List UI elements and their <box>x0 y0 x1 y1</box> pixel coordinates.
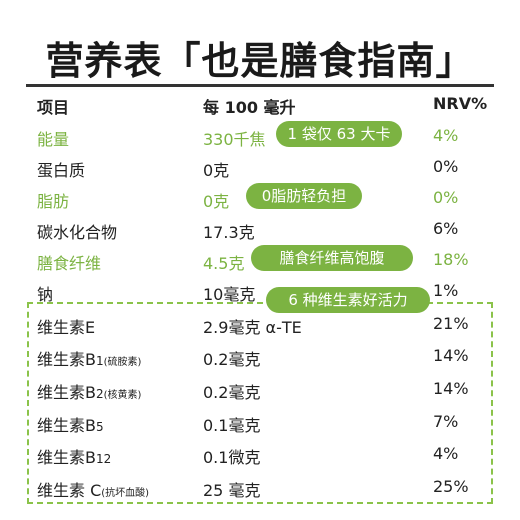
vitamin-name-b1: 维生素B1(硫胺素) <box>37 346 141 370</box>
vitamin-tag-pill: 6 种维生素好活力 <box>266 287 430 313</box>
vitamin-section-border <box>27 302 493 504</box>
row-amount-carbs: 17.3克 <box>203 223 255 242</box>
row-amount-sodium: 10毫克 <box>203 285 256 304</box>
row-nrv-carbs: 6% <box>433 219 459 238</box>
header-item: 项目 <box>37 98 70 117</box>
vitamin-amount-b2: 0.2毫克 <box>203 383 261 402</box>
row-amount-protein: 0克 <box>203 161 230 180</box>
energy-tag-pill: 1 袋仅 63 大卡 <box>276 121 402 147</box>
row-name-fat: 脂肪 <box>37 192 70 211</box>
vitamin-name-b2: 维生素B2(核黄素) <box>37 379 141 403</box>
row-nrv-fat: 0% <box>433 188 459 207</box>
vitamin-c-note: (抗坏血酸) <box>101 488 150 499</box>
header-per100: 每 100 毫升 <box>203 98 296 117</box>
vitamin-nrv-b1: 14% <box>433 346 469 365</box>
vitamin-b2-base: 维生素 <box>37 383 86 402</box>
vitamin-b2-number: 2 <box>96 387 104 401</box>
row-amount-fiber: 4.5克 <box>203 254 245 273</box>
vitamin-b1-letter: B <box>85 350 96 369</box>
row-name-protein: 蛋白质 <box>37 161 86 180</box>
vitamin-b2-note: (核黄素) <box>103 390 142 401</box>
vitamin-b2-letter: B <box>85 383 96 402</box>
row-amount-fat: 0克 <box>203 192 230 211</box>
vitamin-nrv-c: 25% <box>433 477 469 496</box>
vitamin-amount-b12: 0.1微克 <box>203 448 261 467</box>
vitamin-c-base: 维生素 C <box>37 481 102 500</box>
vitamin-name-b5: 维生素B5 <box>37 412 104 436</box>
vitamin-amount-b1: 0.2毫克 <box>203 350 261 369</box>
vitamin-nrv-b12: 4% <box>433 444 459 463</box>
page-title: 营养表「也是膳食指南」 <box>45 39 475 83</box>
fiber-tag-pill: 膳食纤维高饱腹 <box>251 245 413 271</box>
title-divider <box>26 84 494 87</box>
vitamin-nrv-b2: 14% <box>433 379 469 398</box>
vitamin-b1-base: 维生素 <box>37 350 86 369</box>
row-amount-energy: 330千焦 <box>203 130 266 149</box>
vitamin-b12-base: 维生素 <box>37 448 86 467</box>
row-name-energy: 能量 <box>37 130 70 149</box>
vitamin-amount-c: 25 毫克 <box>203 481 261 500</box>
vitamin-b5-letter: B <box>85 416 96 435</box>
vitamin-nrv-b5: 7% <box>433 412 459 431</box>
vitamin-b1-note: (硫胺素) <box>103 357 142 368</box>
row-name-sodium: 钠 <box>37 285 54 304</box>
row-name-carbs: 碳水化合物 <box>37 223 118 242</box>
vitamin-b5-base: 维生素 <box>37 416 86 435</box>
row-name-fiber: 膳食纤维 <box>37 254 102 273</box>
vitamin-nrv-e: 21% <box>433 314 469 333</box>
row-nrv-energy: 4% <box>433 126 459 145</box>
vitamin-amount-b5: 0.1毫克 <box>203 416 261 435</box>
row-nrv-fiber: 18% <box>433 250 469 269</box>
vitamin-b12-letter: B <box>85 448 96 467</box>
vitamin-b1-number: 1 <box>96 354 104 368</box>
vitamin-b12-number: 12 <box>96 452 112 466</box>
header-nrv: NRV% <box>433 94 488 113</box>
vitamin-name-c: 维生素 C(抗坏血酸) <box>37 477 149 501</box>
vitamin-amount-e: 2.9毫克 α-TE <box>203 318 302 337</box>
vitamin-b5-number: 5 <box>96 420 104 434</box>
fat-tag-pill: 0脂肪轻负担 <box>246 183 362 209</box>
row-nrv-protein: 0% <box>433 157 459 176</box>
row-nrv-sodium: 1% <box>433 281 459 300</box>
vitamin-name-e: 维生素E <box>37 318 96 337</box>
vitamin-name-b12: 维生素B12 <box>37 444 111 468</box>
